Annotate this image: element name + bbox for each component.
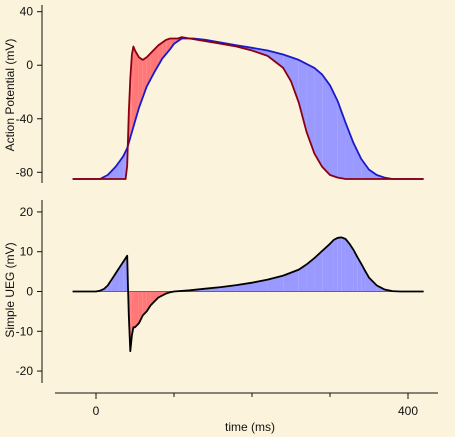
ueg-fill-38 [333, 237, 338, 292]
ap-series-line-0 [72, 37, 424, 180]
ueg-y-ticks: -20 -10 0 10 20 [16, 205, 42, 378]
x-axis-title: time (ms) [225, 420, 275, 434]
ueg-fill-32 [283, 269, 299, 292]
ap-fill-14 [138, 57, 143, 109]
ueg-fill-43 [353, 249, 358, 292]
ueg-fill-35 [314, 250, 323, 292]
ueg-fill-36 [322, 243, 330, 292]
ap-fill-16 [146, 53, 151, 87]
ap-fill-17 [150, 49, 155, 80]
ap-fill-43 [353, 142, 362, 179]
ap-fill-37 [306, 63, 315, 154]
ueg-fill-33 [298, 264, 307, 292]
ueg-fill-41 [345, 238, 350, 292]
ap-y-tick-label: 40 [20, 5, 34, 19]
ap-fill-41 [337, 101, 346, 179]
ueg-fill-6 [119, 261, 124, 292]
ueg-fill-7 [123, 255, 128, 292]
ap-y-ticks: -80 -40 0 40 [16, 5, 42, 179]
ueg-y-tick-label: 0 [26, 285, 33, 299]
ueg-fill-20 [154, 291, 159, 302]
ueg-panel: Simple UEG (mV) -20 -10 0 10 20 [3, 200, 424, 383]
ueg-fill-37 [330, 239, 334, 292]
ap-fill-44 [361, 158, 369, 179]
ueg-fill-39 [337, 237, 342, 292]
ueg-fill-42 [349, 243, 354, 292]
ueg-y-tick-label: 20 [20, 205, 34, 219]
ueg-fill-44 [357, 256, 362, 292]
ap-y-tick-label: -40 [16, 112, 34, 126]
ap-fill-38 [314, 67, 323, 167]
ueg-y-axis-title: Simple UEG (mV) [3, 242, 17, 337]
x-axis: 0 400 time (ms) [55, 392, 438, 434]
ap-fill-11 [131, 46, 134, 133]
ap-fill-4 [123, 151, 126, 179]
ap-fill-35 [291, 57, 299, 103]
ueg-fill-13 [131, 291, 134, 336]
ap-series-line-1 [72, 36, 424, 180]
ap-fill-42 [345, 122, 354, 179]
x-tick-label: 0 [93, 404, 100, 418]
action-potential-panel: Action Potential (mV) -80 -40 0 40 [3, 5, 424, 183]
ap-y-tick-label: 0 [26, 58, 33, 72]
ueg-y-tick-label: -10 [16, 324, 34, 338]
ap-fill-39 [322, 74, 330, 175]
ap-difference-fills [99, 37, 393, 179]
ueg-fill-47 [369, 277, 377, 292]
ap-fill-12 [133, 46, 135, 127]
ueg-fill-4 [111, 273, 116, 292]
ueg-y-tick-label: 10 [20, 245, 34, 259]
ap-fill-36 [298, 59, 307, 133]
x-tick-label: 400 [398, 404, 418, 418]
ueg-fill-34 [306, 258, 315, 292]
ap-y-tick-label: -80 [16, 165, 34, 179]
x-ticks: 0 400 [93, 393, 418, 418]
ueg-fill-15 [135, 291, 139, 328]
ueg-series-line [72, 236, 424, 353]
ueg-area-fills [96, 237, 401, 352]
ap-fill-40 [330, 85, 338, 178]
ap-series-lines [72, 36, 424, 180]
ueg-fill-14 [133, 291, 135, 328]
ap-fill-34 [283, 54, 291, 82]
ueg-fill-31 [267, 275, 284, 292]
ap-y-axis-title: Action Potential (mV) [3, 39, 17, 152]
ap-fill-33 [267, 50, 284, 68]
ueg-series-line-0 [72, 236, 424, 353]
ueg-fill-40 [341, 237, 346, 292]
ueg-y-tick-label: -20 [16, 364, 34, 378]
ap-fill-3 [119, 156, 124, 179]
ueg-fill-17 [142, 291, 147, 316]
ap-fill-13 [135, 50, 139, 122]
